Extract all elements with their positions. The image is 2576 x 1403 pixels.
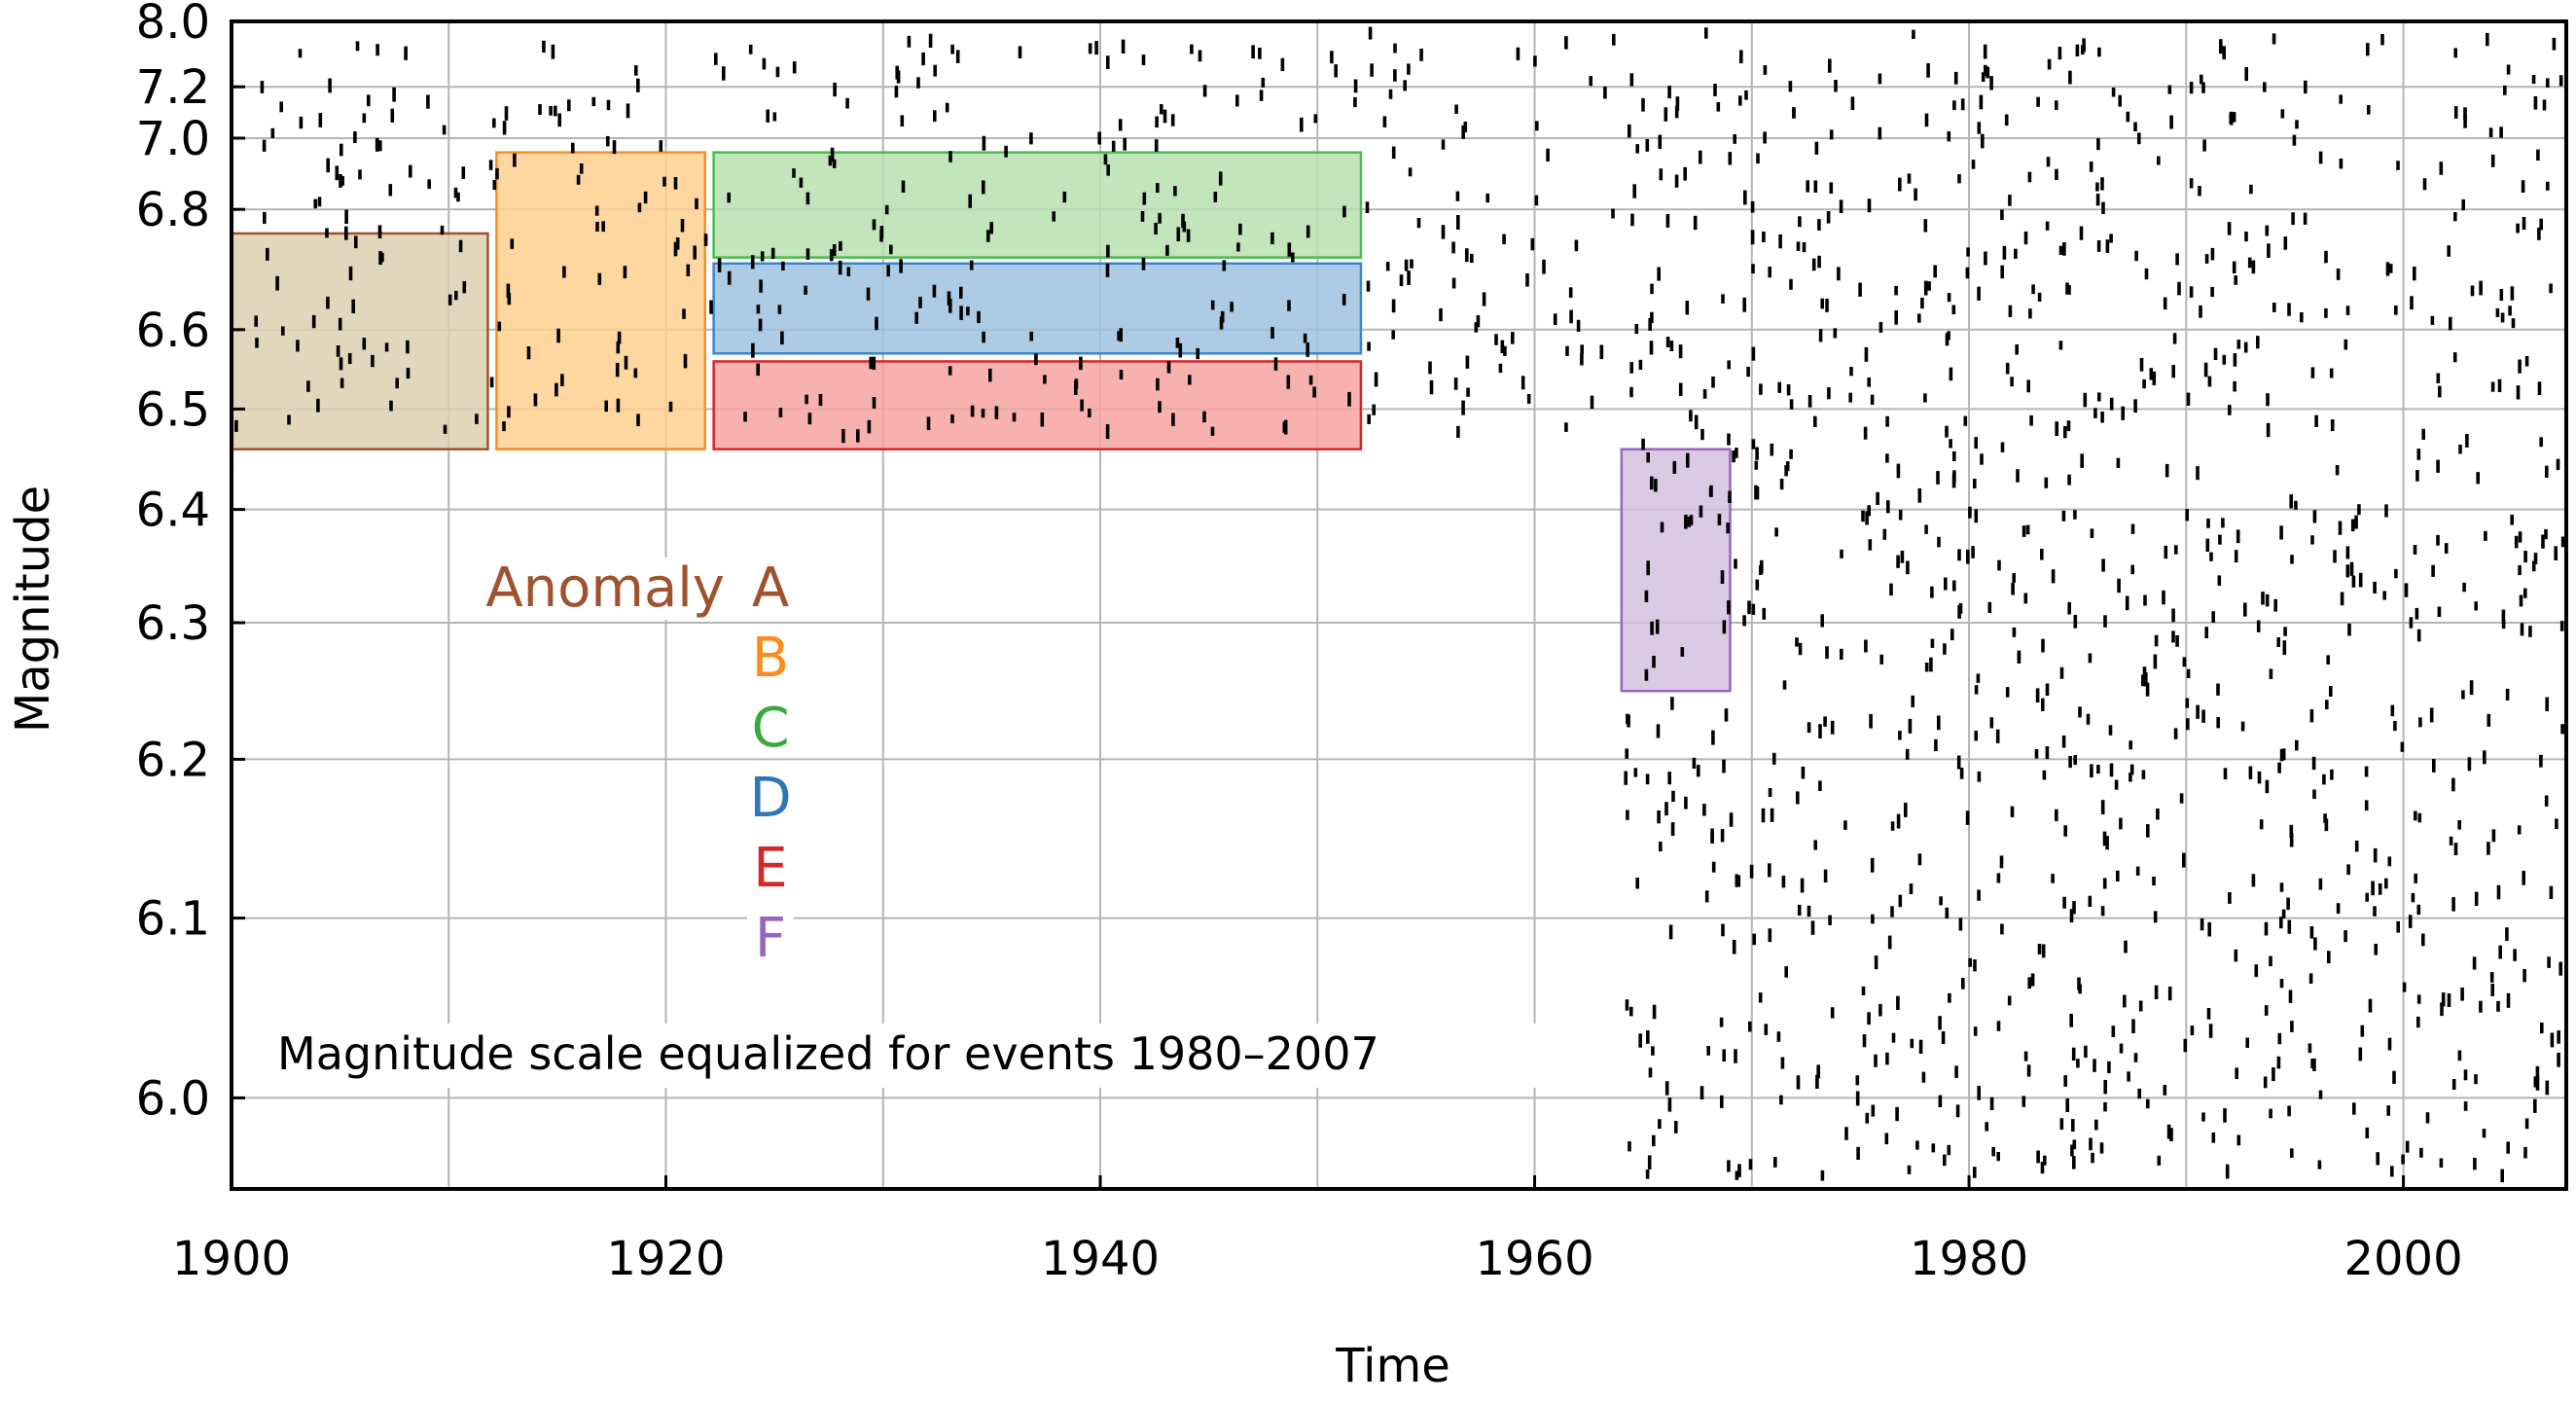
y-tick-label: 6.3 [136,596,210,651]
anomaly-label-bg [747,910,794,968]
y-tick-label: 6.1 [136,892,210,947]
anomaly-label-a: A [752,557,789,620]
scale-note: Magnitude scale equalized for events 198… [277,1027,1379,1080]
y-axis-title: Magnitude [6,486,60,733]
x-axis-ticks: 1900 1920 1940 1960 1980 2000 [172,1175,2463,1286]
anomaly-regions [230,151,1732,693]
anomaly-prefix-bg [486,558,730,620]
y-tick-label: 6.0 [136,1071,210,1126]
x-tick-label: 2000 [2343,1232,2462,1286]
anomaly-label-bg [747,770,794,828]
anomaly-label-bg [747,559,794,618]
anomaly-region-f [1620,448,1732,693]
x-tick-label: 1980 [1910,1232,2028,1286]
y-axis-ticks: 8.0 7.27.0 6.8 6.6 6.5 6.4 6.3 6.2 6.1 6.0 [136,0,245,1126]
earthquake-events [234,26,2565,1183]
y-tick-label: 7.2 [136,60,210,115]
plot-frame [230,19,2568,1191]
y-tick-label: 6.4 [136,484,210,538]
y-tick-label: 7.0 [136,112,210,166]
y-tick-label: 6.5 [136,382,210,437]
y-tick-label: 6.2 [136,733,210,787]
x-tick-label: 1940 [1041,1232,1160,1286]
x-axis-title: Time [1335,1339,1449,1393]
anomaly-label-e: E [753,837,787,900]
anomaly-label-f: F [755,907,786,970]
anomaly-label-bg [747,630,794,688]
anomaly-region-e [712,360,1363,450]
anomaly-label-d: D [749,767,791,830]
x-tick-label: 1960 [1475,1232,1593,1286]
anomaly-region-b [495,151,706,450]
x-tick-label: 1920 [606,1232,725,1286]
anomaly-region-a [230,232,489,450]
y-tick-label: 6.8 [136,183,210,237]
x-tick-label: 1900 [172,1232,291,1286]
anomaly-label-prefix: Anomaly [485,557,725,620]
anomaly-label-bg [747,840,794,898]
y-tick-label: 8.0 [136,0,210,50]
anomaly-region-d [712,262,1363,355]
anomaly-region-c [712,151,1363,259]
y-tick-label: 6.6 [136,304,210,358]
anomaly-label-bg [747,700,794,758]
anomaly-label-c: C [751,697,789,760]
scale-note-bg [265,1024,1568,1088]
anomaly-label-b: B [752,627,789,690]
